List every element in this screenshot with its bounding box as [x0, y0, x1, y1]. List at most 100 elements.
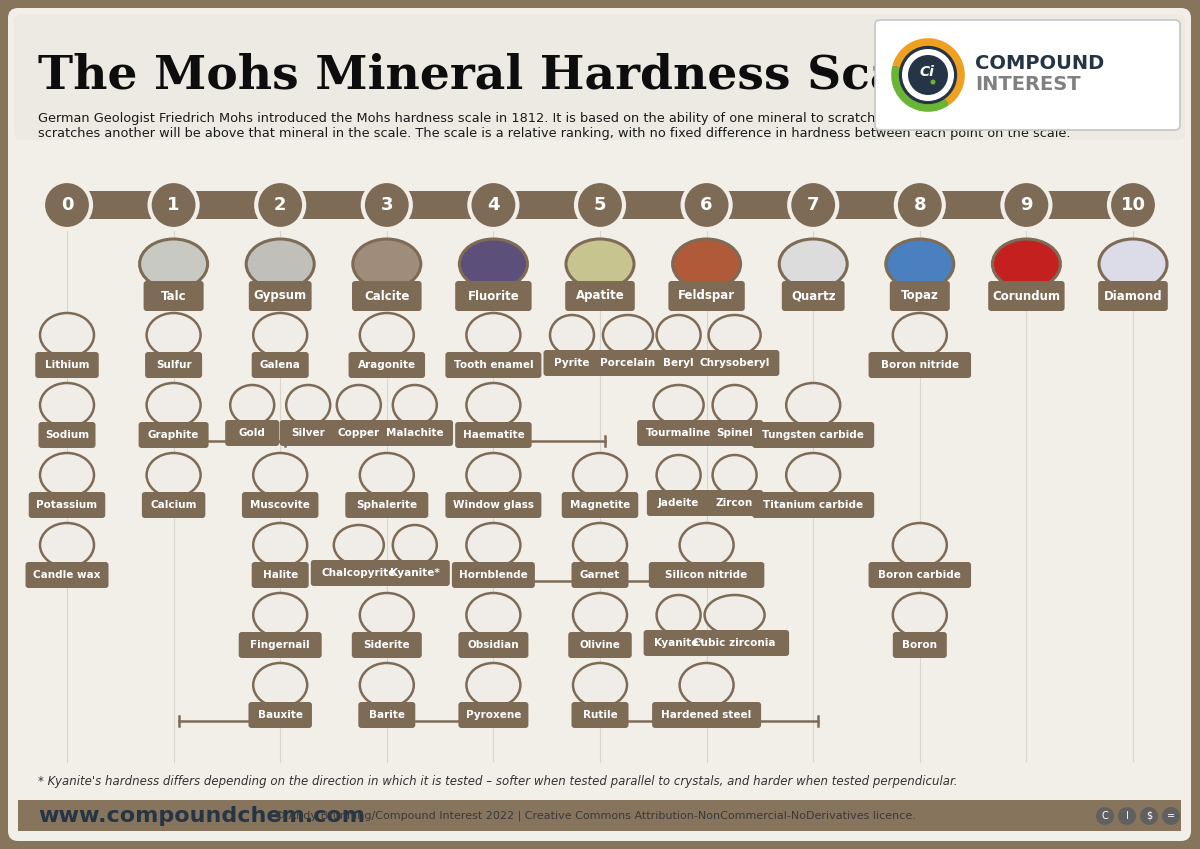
Text: Muscovite: Muscovite [251, 500, 310, 510]
Ellipse shape [786, 383, 840, 427]
Ellipse shape [360, 453, 414, 497]
FancyBboxPatch shape [649, 562, 764, 588]
Ellipse shape [253, 453, 307, 497]
Ellipse shape [253, 663, 307, 707]
Ellipse shape [672, 239, 740, 289]
Circle shape [1109, 181, 1157, 229]
FancyBboxPatch shape [242, 492, 318, 518]
FancyBboxPatch shape [752, 422, 874, 448]
Circle shape [893, 40, 964, 110]
Text: Zircon: Zircon [716, 498, 754, 508]
Ellipse shape [467, 593, 521, 637]
Text: Hardened steel: Hardened steel [661, 710, 751, 720]
FancyBboxPatch shape [455, 281, 532, 311]
Text: 8: 8 [913, 196, 926, 214]
Text: German Geologist Friedrich Mohs introduced the Mohs hardness scale in 1812. It i: German Geologist Friedrich Mohs introduc… [38, 111, 1030, 125]
Ellipse shape [253, 593, 307, 637]
Text: 4: 4 [487, 196, 499, 214]
Ellipse shape [40, 313, 94, 357]
FancyBboxPatch shape [348, 352, 425, 378]
Text: Siderite: Siderite [364, 640, 410, 650]
Ellipse shape [40, 523, 94, 567]
Ellipse shape [893, 523, 947, 567]
Text: Aragonite: Aragonite [358, 360, 416, 370]
Ellipse shape [392, 385, 437, 425]
Circle shape [895, 181, 943, 229]
Text: Galena: Galena [259, 360, 301, 370]
Text: Silver: Silver [292, 428, 325, 438]
Ellipse shape [779, 239, 847, 289]
Text: Tooth enamel: Tooth enamel [454, 360, 533, 370]
Text: www.compoundchem.com: www.compoundchem.com [38, 806, 365, 826]
Text: The Mohs Mineral Hardness Scale: The Mohs Mineral Hardness Scale [38, 52, 948, 98]
Ellipse shape [654, 385, 703, 425]
Ellipse shape [886, 239, 954, 289]
Text: Sulfur: Sulfur [156, 360, 192, 370]
Text: Beryl: Beryl [664, 358, 694, 368]
Ellipse shape [337, 385, 380, 425]
Text: Calcite: Calcite [364, 290, 409, 302]
FancyBboxPatch shape [869, 562, 971, 588]
Ellipse shape [146, 313, 200, 357]
Ellipse shape [574, 523, 628, 567]
Ellipse shape [992, 239, 1061, 289]
Text: Kyanite*: Kyanite* [390, 568, 439, 578]
Ellipse shape [392, 525, 437, 565]
Ellipse shape [786, 453, 840, 497]
Text: Porcelain: Porcelain [600, 358, 655, 368]
Ellipse shape [893, 593, 947, 637]
Text: Gypsum: Gypsum [253, 290, 307, 302]
Text: Copper: Copper [337, 428, 380, 438]
Text: 2: 2 [274, 196, 287, 214]
Text: 6: 6 [701, 196, 713, 214]
Text: Sodium: Sodium [44, 430, 89, 440]
FancyBboxPatch shape [589, 350, 666, 376]
FancyBboxPatch shape [139, 422, 209, 448]
FancyBboxPatch shape [18, 18, 1181, 831]
FancyBboxPatch shape [445, 492, 541, 518]
FancyBboxPatch shape [752, 492, 874, 518]
Ellipse shape [574, 663, 628, 707]
FancyBboxPatch shape [248, 702, 312, 728]
Ellipse shape [574, 593, 628, 637]
Text: Spinel: Spinel [716, 428, 752, 438]
Text: Silicon nitride: Silicon nitride [666, 570, 748, 580]
FancyBboxPatch shape [668, 281, 745, 311]
Ellipse shape [467, 313, 521, 357]
Text: Boron carbide: Boron carbide [878, 570, 961, 580]
FancyBboxPatch shape [458, 632, 528, 658]
Text: Tourmaline: Tourmaline [646, 428, 712, 438]
Text: * Kyanite's hardness differs depending on the direction in which it is tested – : * Kyanite's hardness differs depending o… [38, 775, 958, 789]
Circle shape [1118, 807, 1136, 825]
FancyBboxPatch shape [869, 352, 971, 378]
FancyBboxPatch shape [29, 492, 106, 518]
FancyBboxPatch shape [445, 352, 541, 378]
Text: =: = [1166, 811, 1175, 821]
Ellipse shape [656, 315, 701, 355]
Text: Obsidian: Obsidian [468, 640, 520, 650]
Text: 7: 7 [806, 196, 820, 214]
FancyBboxPatch shape [706, 490, 763, 516]
Text: Pyrite: Pyrite [554, 358, 589, 368]
Text: Hornblende: Hornblende [460, 570, 528, 580]
Circle shape [257, 181, 305, 229]
Text: Graphite: Graphite [148, 430, 199, 440]
Text: Malachite: Malachite [386, 428, 444, 438]
Ellipse shape [253, 313, 307, 357]
FancyBboxPatch shape [782, 281, 845, 311]
Text: Boron: Boron [902, 640, 937, 650]
Text: Ci: Ci [919, 65, 935, 79]
Text: COMPOUND: COMPOUND [974, 53, 1104, 72]
FancyBboxPatch shape [252, 562, 308, 588]
FancyBboxPatch shape [562, 492, 638, 518]
Text: 10: 10 [1121, 196, 1146, 214]
Circle shape [1096, 807, 1114, 825]
FancyBboxPatch shape [565, 281, 635, 311]
Text: Jadeite: Jadeite [658, 498, 700, 508]
FancyBboxPatch shape [452, 562, 535, 588]
Ellipse shape [679, 663, 733, 707]
Ellipse shape [679, 523, 733, 567]
Ellipse shape [253, 523, 307, 567]
Text: Olivine: Olivine [580, 640, 620, 650]
Text: Calcium: Calcium [150, 500, 197, 510]
